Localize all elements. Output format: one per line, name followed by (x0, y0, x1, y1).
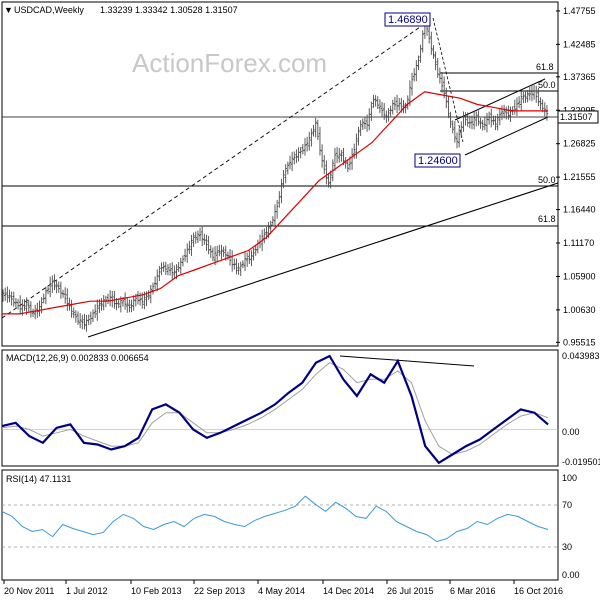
dashed-trendline (1, 17, 434, 319)
chart-ohlc: 1.33239 1.33342 1.30528 1.31507 (100, 5, 238, 15)
price-tick-label: 1.42485 (563, 39, 596, 49)
fib-label-61-8-lower: 61.8 (538, 214, 556, 224)
price-tick-label: 1.05900 (563, 271, 596, 281)
time-x-axis: 20 Nov 2011 1 Jul 2012 10 Feb 2013 22 Sep 2… (3, 580, 563, 596)
chart-symbol: USDCAD,Weekly (14, 5, 84, 15)
price-tick-label: 1.16440 (563, 205, 596, 215)
price-tick-label: 1.26825 (563, 139, 596, 149)
macd-tick-bottom: -0.019501 (562, 457, 600, 467)
x-tick-label: 6 Mar 2016 (450, 586, 496, 596)
price-tick-label: 1.11170 (563, 238, 594, 248)
macd-divergence-line (339, 355, 475, 367)
last-price-box (557, 110, 599, 124)
rsi-tick-70: 70 (562, 500, 572, 510)
price-tick-label: 1.00630 (563, 305, 596, 315)
peak-downtrend-line (432, 17, 464, 143)
price-tick-label: 1.37365 (563, 72, 596, 82)
macd-title: MACD(12,26,9) 0.002833 0.006654 (6, 353, 149, 363)
x-tick-label: 16 Oct 2016 (514, 586, 563, 596)
low-label-box (414, 153, 461, 168)
moving-average-line (2, 91, 548, 315)
rsi-title: RSI(14) 47.1131 (6, 474, 71, 484)
rsi-tick-30: 30 (562, 542, 572, 552)
rsi-tick-0: 0.00 (562, 570, 580, 580)
rsi-tick-100: 100 (562, 473, 577, 483)
fib-label-50-upper: 50.0 (538, 80, 556, 90)
channel-upper-line (454, 78, 546, 121)
macd-line (1, 354, 549, 465)
price-tick-label: 1.21555 (563, 172, 596, 182)
candlestick-series (1, 15, 549, 332)
x-tick-label: 22 Sep 2013 (194, 586, 245, 596)
macd-signal-line (1, 362, 549, 456)
x-tick-label: 14 Dec 2014 (323, 586, 374, 596)
chart-symbol-icon: ▼ (4, 5, 13, 15)
fib-label-50-lower: 50.0 (538, 175, 556, 185)
price-tick-label: 0.95515 (563, 337, 596, 347)
price-panel-frame (1, 1, 559, 347)
x-tick-label: 20 Nov 2011 (4, 586, 54, 596)
price-y-axis: 1.47755 1.42485 1.37365 1.32095 1.26825 1.215… (556, 6, 596, 347)
x-tick-label: 26 Jul 2015 (387, 586, 434, 596)
last-price-label: 1.31507 (560, 112, 593, 122)
high-label: 1.46890 (388, 14, 428, 26)
low-label: 1.24600 (418, 155, 458, 167)
rsi-line (1, 495, 549, 543)
price-tick-label: 1.47755 (563, 6, 596, 16)
x-tick-label: 4 May 2014 (258, 586, 305, 596)
rsi-panel-frame (1, 469, 559, 581)
support-trendline (87, 182, 559, 338)
fib-label-61-8-upper: 61.8 (536, 62, 554, 72)
watermark: ActionForex.com (132, 48, 327, 78)
macd-tick-top: 0.043983 (562, 351, 600, 361)
channel-lower-line (464, 116, 549, 156)
high-label-box (384, 12, 431, 27)
macd-panel-frame (1, 349, 559, 467)
x-tick-label: 1 Jul 2012 (66, 586, 108, 596)
macd-tick-zero: 0.00 (562, 427, 580, 437)
x-tick-label: 10 Feb 2013 (131, 586, 182, 596)
price-tick-label: 1.32095 (563, 105, 596, 115)
